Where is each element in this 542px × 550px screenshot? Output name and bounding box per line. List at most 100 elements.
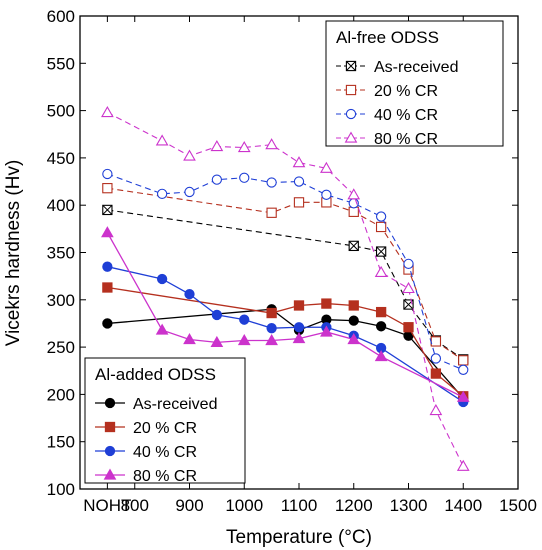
data-point-al-added-odss-80-cr-2	[183, 333, 196, 345]
data-point-al-free-odss-80-cr-2	[183, 149, 196, 161]
y-tick-label-100: 100	[47, 480, 75, 499]
data-point-al-added-odss-80-cr-4	[237, 333, 251, 346]
data-point-al-free-odss-40-cr-4	[239, 172, 250, 183]
data-point-al-free-odss-20-cr-4	[348, 206, 359, 217]
legend-al-free-odss: Al-free ODSS As-received 20 % CR 40 % CR 80 …	[325, 20, 504, 148]
data-point-al-added-odss-80-cr-1	[155, 323, 169, 335]
x-tick-label-noht: NOHT	[83, 496, 131, 515]
data-point-al-added-odss-as-received-0	[102, 318, 113, 329]
data-point-al-free-odss-as-received-1	[348, 240, 359, 252]
y-tick-label-550: 550	[47, 54, 75, 73]
data-point-al-added-odss-80-cr-3	[210, 335, 224, 347]
legend-marker-al-free-odss-80-cr	[344, 131, 358, 143]
data-point-al-added-odss-80-cr-5	[265, 333, 278, 346]
x-tick-label-900: 900	[175, 496, 203, 515]
x-tick-label-1300: 1300	[390, 496, 428, 515]
data-point-al-free-odss-80-cr-1	[155, 134, 169, 146]
x-tick-label-1100: 1100	[281, 496, 318, 515]
data-point-al-added-odss-20-cr-1	[266, 307, 277, 319]
data-point-al-free-odss-20-cr-2	[293, 197, 305, 208]
data-point-al-added-odss-20-cr-4	[348, 300, 359, 311]
legend-marker-al-added-odss-as-received	[104, 397, 116, 409]
data-point-al-free-odss-20-cr-7	[430, 336, 442, 347]
y-tick-label-300: 300	[47, 291, 75, 310]
data-point-al-free-odss-80-cr-0	[101, 105, 114, 118]
data-point-al-added-odss-40-cr-1	[156, 273, 168, 285]
x-tick-label-800: 800	[121, 496, 149, 515]
data-point-al-free-odss-80-cr-4	[237, 140, 251, 153]
plot-series-layer	[101, 105, 470, 471]
legend-marker-al-free-odss-40-cr	[345, 108, 357, 120]
legend-label-al-added-odss-40-cr: 40 % CR	[133, 444, 197, 461]
data-point-al-free-odss-20-cr-8	[458, 355, 469, 366]
data-point-al-added-odss-40-cr-0	[102, 261, 113, 272]
data-point-al-added-odss-80-cr-7	[320, 325, 333, 337]
legend-marker-al-free-odss-as-received	[345, 60, 357, 72]
data-point-al-added-odss-as-received-5	[375, 321, 387, 332]
y-tick-label-500: 500	[47, 102, 75, 121]
data-point-al-free-odss-20-cr-1	[266, 207, 277, 218]
legend-marker-al-added-odss-80-cr	[103, 468, 117, 480]
data-point-al-free-odss-40-cr-12	[458, 364, 469, 375]
x-tick-label-1000: 1000	[225, 496, 263, 515]
data-point-al-free-odss-20-cr-0	[102, 183, 113, 194]
data-point-al-free-odss-80-cr-12	[456, 459, 470, 471]
legend-label-al-free-odss-20-cr: 20 % CR	[374, 83, 438, 100]
x-tick-label-1500: 1500	[499, 496, 537, 515]
legend-marker-al-free-odss-20-cr	[345, 84, 357, 96]
x-axis-title: Temperature (°C)	[226, 527, 372, 548]
x-tick-label-1400: 1400	[444, 496, 482, 515]
legends: Al-free ODSS As-received 20 % CR 40 % CR 80 …	[84, 20, 504, 485]
data-point-al-added-odss-80-cr-8	[347, 333, 361, 345]
data-point-al-free-odss-as-received-2	[375, 246, 387, 257]
data-point-al-free-odss-40-cr-2	[184, 186, 195, 198]
legend-box-al-free-odss	[325, 20, 504, 147]
legend-title-al-added-odss: Al-added ODSS	[95, 365, 216, 384]
data-point-al-added-odss-20-cr-7	[430, 368, 442, 379]
data-point-al-free-odss-80-cr-9	[374, 265, 388, 277]
data-point-al-free-odss-80-cr-7	[320, 161, 333, 173]
legend-box-al-added-odss	[84, 357, 246, 484]
data-point-al-free-odss-40-cr-10	[403, 258, 414, 270]
y-tick-label-150: 150	[47, 433, 75, 452]
y-tick-label-400: 400	[47, 196, 75, 215]
series-group-al-added-odss	[101, 226, 470, 408]
legend-label-al-free-odss-as-received: As-received	[374, 59, 458, 76]
legend-label-al-free-odss-40-cr: 40 % CR	[374, 107, 438, 124]
series-group-al-free-odss	[101, 105, 470, 471]
legend-label-al-added-odss-20-cr: 20 % CR	[133, 420, 197, 437]
data-point-al-added-odss-80-cr-6	[292, 332, 306, 344]
legend-label-al-free-odss-80-cr: 80 % CR	[374, 131, 438, 148]
data-point-al-added-odss-as-received-4	[348, 315, 359, 326]
data-point-al-free-odss-80-cr-3	[210, 140, 224, 152]
data-point-al-free-odss-40-cr-6	[293, 176, 305, 187]
y-tick-label-450: 450	[47, 149, 75, 168]
data-point-al-free-odss-40-cr-7	[321, 189, 332, 200]
legend-al-added-odss: Al-added ODSS As-received 20 % CR 40 % CR 80…	[84, 357, 246, 485]
data-point-al-free-odss-80-cr-8	[347, 188, 361, 200]
data-point-al-added-odss-80-cr-9	[374, 350, 388, 362]
data-point-al-added-odss-40-cr-6	[293, 322, 305, 333]
data-point-al-added-odss-40-cr-3	[211, 309, 223, 321]
legend-marker-al-added-odss-20-cr	[104, 421, 116, 433]
legend-label-al-added-odss-80-cr: 80 % CR	[133, 468, 197, 485]
y-axis-title: Vicekrs hardness (Hv)	[3, 160, 24, 347]
y-tick-label-200: 200	[47, 385, 75, 404]
legend-label-al-added-odss-as-received: As-received	[133, 396, 217, 413]
data-point-al-free-odss-40-cr-3	[211, 174, 223, 185]
data-point-al-free-odss-40-cr-5	[266, 177, 277, 188]
data-point-al-free-odss-40-cr-11	[430, 353, 442, 364]
y-tick-label-600: 600	[47, 7, 75, 26]
data-point-al-free-odss-40-cr-9	[375, 211, 387, 222]
data-point-al-added-odss-40-cr-5	[266, 323, 277, 334]
data-point-al-free-odss-80-cr-5	[265, 138, 278, 150]
data-point-al-free-odss-80-cr-11	[429, 403, 443, 416]
data-point-al-added-odss-40-cr-4	[239, 314, 250, 325]
data-point-al-added-odss-20-cr-2	[293, 300, 305, 311]
legend-title-al-free-odss: Al-free ODSS	[336, 28, 439, 47]
data-point-al-added-odss-80-cr-10	[456, 390, 470, 402]
data-point-al-added-odss-20-cr-0	[102, 282, 113, 293]
